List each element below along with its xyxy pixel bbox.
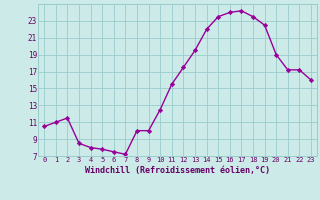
X-axis label: Windchill (Refroidissement éolien,°C): Windchill (Refroidissement éolien,°C) <box>85 166 270 175</box>
